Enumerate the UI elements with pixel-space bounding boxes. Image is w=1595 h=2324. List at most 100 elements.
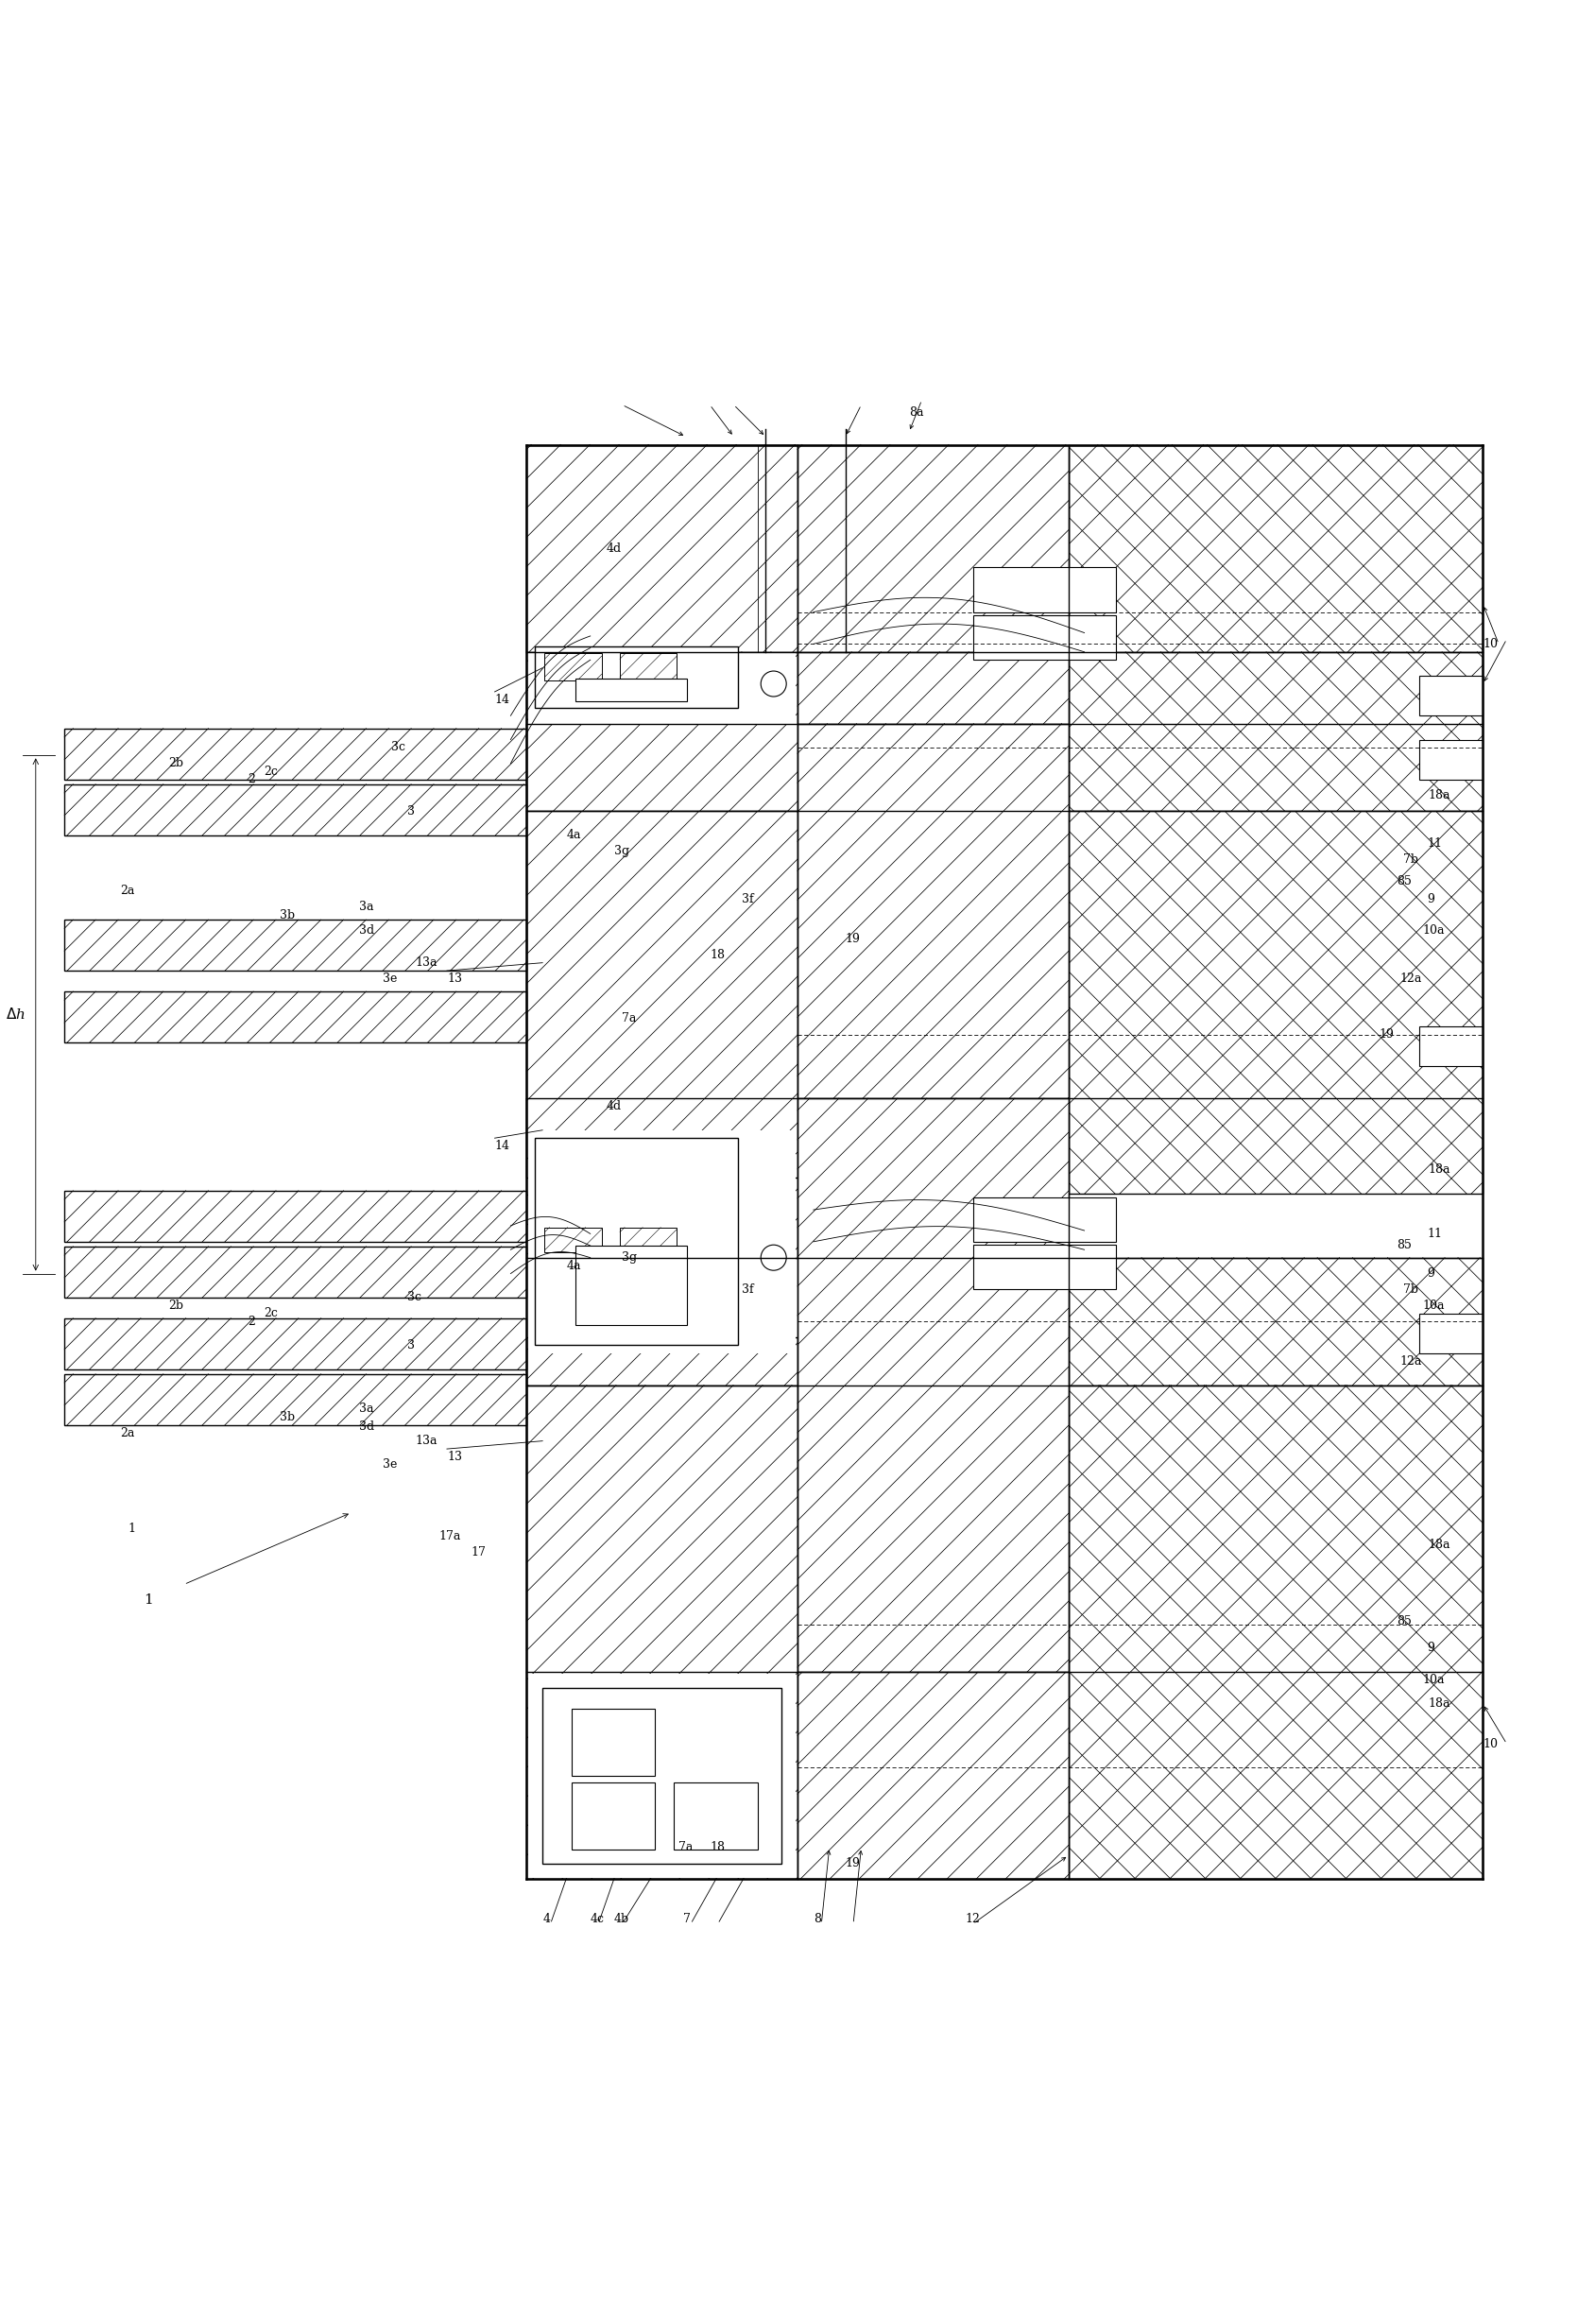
Text: 3d: 3d (359, 1420, 375, 1434)
Bar (576, 1246, 687, 1325)
Text: 3f: 3f (742, 1283, 754, 1297)
Bar (64, 1246, 526, 1297)
Text: 10a: 10a (1423, 925, 1445, 937)
Text: 4a: 4a (566, 830, 581, 841)
Bar (545, 653, 601, 681)
Bar (576, 679, 687, 702)
Bar (526, 1336, 798, 1385)
Bar (798, 444, 1069, 653)
Text: 2a: 2a (120, 1427, 134, 1439)
Text: 7b: 7b (1404, 1283, 1418, 1297)
Bar (1420, 739, 1483, 779)
Bar (571, 1783, 656, 1850)
Bar (798, 653, 1069, 723)
Bar (1069, 1257, 1483, 1385)
Text: 18a: 18a (1429, 1164, 1451, 1176)
Text: 2b: 2b (167, 1299, 183, 1311)
Bar (64, 1318, 526, 1369)
Text: 3a: 3a (359, 902, 373, 913)
Text: 18a: 18a (1429, 790, 1451, 802)
Text: 18a: 18a (1429, 1538, 1451, 1550)
Bar (528, 1673, 796, 1878)
Text: 3f: 3f (742, 892, 754, 904)
Text: 10: 10 (1483, 1738, 1498, 1750)
Text: 85: 85 (1397, 1615, 1412, 1627)
Text: 17a: 17a (439, 1532, 461, 1543)
Bar (545, 1227, 601, 1253)
Text: 2c: 2c (263, 1308, 278, 1320)
Text: 19: 19 (1380, 1027, 1394, 1041)
Text: 11: 11 (1428, 1227, 1442, 1241)
Text: 7: 7 (683, 1913, 691, 1924)
Text: 10a: 10a (1423, 1673, 1445, 1687)
Text: 3e: 3e (383, 971, 397, 985)
Text: 8a: 8a (909, 407, 924, 418)
Bar (542, 1687, 782, 1864)
Text: 18: 18 (710, 1841, 726, 1855)
Bar (675, 1783, 758, 1850)
Text: 7a: 7a (622, 1013, 636, 1025)
Text: 8: 8 (813, 1913, 821, 1924)
Bar (1069, 444, 1483, 653)
Text: 4a: 4a (566, 1260, 581, 1271)
Bar (620, 653, 676, 681)
Text: 3a: 3a (359, 1404, 373, 1415)
Bar (973, 567, 1116, 611)
Bar (1069, 653, 1483, 811)
Text: 13: 13 (447, 1450, 463, 1464)
Text: 17: 17 (471, 1545, 486, 1559)
Text: 3: 3 (407, 1339, 415, 1353)
Text: 3g: 3g (614, 846, 630, 858)
Bar (526, 723, 798, 811)
Text: 19: 19 (845, 1857, 860, 1868)
Text: 2: 2 (247, 1315, 255, 1327)
Text: 2a: 2a (120, 885, 134, 897)
Text: 2b: 2b (167, 758, 183, 769)
Bar (526, 653, 798, 811)
Bar (798, 1099, 1069, 1671)
Text: 85: 85 (1397, 1239, 1412, 1250)
Bar (534, 1139, 738, 1346)
Text: 13a: 13a (415, 1434, 437, 1448)
Text: 18a: 18a (1429, 1699, 1451, 1710)
Bar (798, 723, 1069, 1099)
Bar (64, 1373, 526, 1425)
Text: 10: 10 (1483, 637, 1498, 651)
Text: 9: 9 (1428, 892, 1434, 904)
Text: 14: 14 (494, 693, 510, 706)
Bar (571, 1708, 656, 1776)
Text: 12a: 12a (1400, 971, 1423, 985)
Text: 2c: 2c (263, 765, 278, 779)
Text: 3d: 3d (359, 925, 375, 937)
Text: 85: 85 (1397, 876, 1412, 888)
Text: 3b: 3b (279, 909, 295, 920)
Text: 12: 12 (965, 1913, 979, 1924)
Text: 4d: 4d (606, 1099, 622, 1113)
Bar (526, 444, 798, 653)
Text: $\Delta$h: $\Delta$h (5, 1006, 26, 1023)
Text: 7a: 7a (678, 1841, 692, 1855)
Bar (528, 1129, 796, 1353)
Bar (526, 811, 798, 1178)
Text: 4: 4 (542, 1913, 550, 1924)
Bar (526, 444, 798, 653)
Bar (1420, 1027, 1483, 1067)
Text: 12a: 12a (1400, 1355, 1423, 1367)
Text: 4b: 4b (614, 1913, 630, 1924)
Text: 13a: 13a (415, 957, 437, 969)
Bar (620, 1227, 676, 1253)
Text: 3c: 3c (407, 1292, 421, 1304)
Bar (973, 1197, 1116, 1241)
Text: 10a: 10a (1423, 1299, 1445, 1311)
Text: 3: 3 (407, 804, 415, 818)
Text: 19: 19 (845, 932, 860, 946)
Text: 3e: 3e (383, 1459, 397, 1471)
Bar (973, 616, 1116, 660)
Bar (973, 1246, 1116, 1290)
Text: 4d: 4d (606, 541, 622, 555)
Bar (64, 727, 526, 779)
Bar (1069, 811, 1483, 1195)
Text: 2: 2 (247, 774, 255, 786)
Bar (64, 1190, 526, 1241)
Bar (1420, 1313, 1483, 1353)
